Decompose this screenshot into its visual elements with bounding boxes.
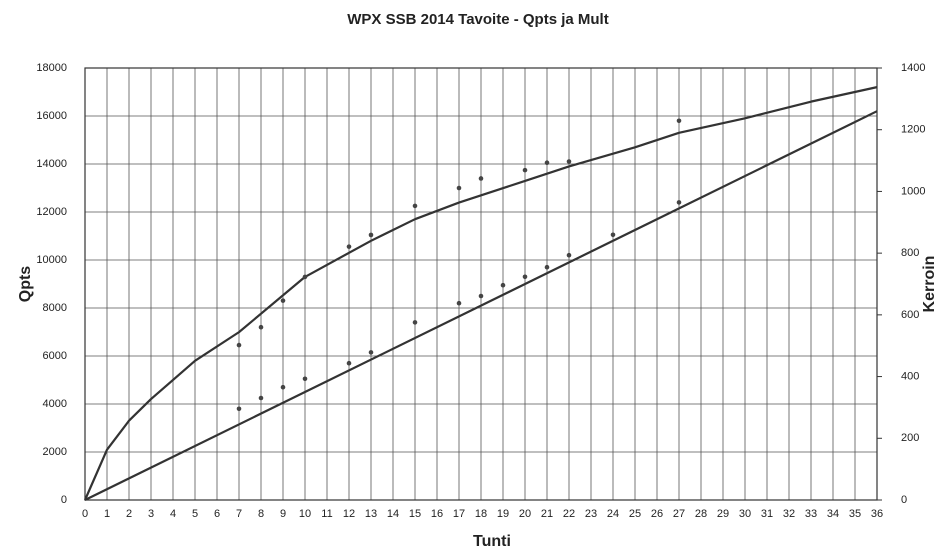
y-tick-label: 14000 bbox=[36, 158, 67, 170]
x-tick-label: 9 bbox=[280, 508, 286, 520]
x-tick-label: 20 bbox=[519, 508, 531, 520]
x-tick-label: 7 bbox=[236, 508, 242, 520]
x-tick-label: 19 bbox=[497, 508, 509, 520]
x-tick-label: 24 bbox=[607, 508, 619, 520]
data-point bbox=[258, 395, 264, 401]
x-tick-label: 21 bbox=[541, 508, 553, 520]
data-point bbox=[302, 376, 308, 382]
y2-tick-label: 1200 bbox=[901, 124, 925, 136]
x-tick-label: 0 bbox=[82, 508, 88, 520]
y-tick-label: 12000 bbox=[36, 206, 67, 218]
x-tick-label: 4 bbox=[170, 508, 176, 520]
x-tick-label: 26 bbox=[651, 508, 663, 520]
data-point bbox=[346, 360, 352, 366]
x-tick-label: 32 bbox=[783, 508, 795, 520]
x-tick-label: 28 bbox=[695, 508, 707, 520]
y2-tick-label: 200 bbox=[901, 432, 919, 444]
x-tick-label: 27 bbox=[673, 508, 685, 520]
chart-title: WPX SSB 2014 Tavoite - Qpts ja Mult bbox=[347, 11, 608, 28]
x-tick-label: 34 bbox=[827, 508, 839, 520]
x-tick-label: 23 bbox=[585, 508, 597, 520]
y2-tick-label: 0 bbox=[901, 494, 907, 506]
data-point bbox=[544, 160, 550, 166]
x-tick-label: 3 bbox=[148, 508, 154, 520]
data-point bbox=[280, 384, 286, 390]
y2-axis-label: Kerroin bbox=[921, 256, 938, 313]
data-point bbox=[500, 282, 506, 288]
x-tick-label: 17 bbox=[453, 508, 465, 520]
data-point bbox=[412, 203, 418, 209]
x-tick-label: 22 bbox=[563, 508, 575, 520]
data-point bbox=[368, 350, 374, 355]
x-tick-label: 35 bbox=[849, 508, 861, 520]
plot-frame bbox=[84, 67, 878, 501]
data-point bbox=[456, 300, 462, 306]
line bbox=[83, 86, 878, 501]
x-tick-label: 6 bbox=[214, 508, 220, 520]
data-point bbox=[522, 274, 528, 280]
data-point bbox=[478, 293, 484, 299]
y2-tick-label: 600 bbox=[901, 309, 919, 321]
data-point bbox=[412, 320, 418, 325]
x-tick-label: 2 bbox=[126, 508, 132, 520]
x-tick-label: 10 bbox=[299, 508, 311, 520]
x-axis-label: Tunti bbox=[473, 533, 511, 550]
y-tick-label: 18000 bbox=[36, 62, 67, 74]
data-point bbox=[236, 342, 242, 348]
x-tick-label: 33 bbox=[805, 508, 817, 520]
x-tick-label: 16 bbox=[431, 508, 443, 520]
y-tick-label: 2000 bbox=[43, 446, 67, 458]
x-tick-label: 30 bbox=[739, 508, 751, 520]
y-tick-label: 4000 bbox=[43, 398, 67, 410]
data-point bbox=[522, 167, 528, 173]
y-tick-label: 10000 bbox=[36, 254, 67, 266]
data-point bbox=[566, 159, 572, 164]
x-tick-label: 13 bbox=[365, 508, 377, 520]
x-tick-label: 36 bbox=[871, 508, 883, 520]
y-tick-label: 16000 bbox=[36, 110, 67, 122]
y2-tick-label: 400 bbox=[901, 370, 919, 382]
x-tick-label: 18 bbox=[475, 508, 487, 520]
y-axis-label: Qpts bbox=[17, 266, 34, 303]
data-point bbox=[478, 176, 484, 181]
data-point bbox=[676, 200, 682, 205]
y-tick-label: 0 bbox=[61, 494, 67, 506]
x-tick-label: 25 bbox=[629, 508, 641, 520]
data-point bbox=[610, 232, 616, 238]
data-point bbox=[368, 232, 374, 238]
data-point bbox=[346, 244, 352, 249]
data-point bbox=[566, 252, 572, 258]
x-tick-label: 12 bbox=[343, 508, 355, 520]
y2-tick-label: 800 bbox=[901, 247, 919, 259]
data-point bbox=[544, 264, 550, 270]
x-tick-label: 8 bbox=[258, 508, 264, 520]
x-tick-label: 11 bbox=[321, 508, 332, 520]
x-tick-label: 15 bbox=[409, 508, 421, 520]
x-tick-label: 1 bbox=[104, 508, 110, 520]
data-point bbox=[258, 324, 264, 330]
data-point bbox=[302, 274, 308, 280]
data-point bbox=[676, 118, 682, 124]
data-point bbox=[456, 185, 462, 191]
y-tick-label: 6000 bbox=[43, 350, 67, 362]
line bbox=[84, 110, 878, 501]
data-point bbox=[236, 406, 242, 412]
y2-tick-label: 1000 bbox=[901, 185, 925, 197]
x-tick-label: 29 bbox=[717, 508, 729, 520]
data-point bbox=[280, 298, 286, 303]
y-tick-label: 8000 bbox=[43, 302, 67, 314]
y2-tick-label: 1400 bbox=[901, 62, 925, 74]
x-tick-label: 31 bbox=[761, 508, 773, 520]
x-tick-label: 14 bbox=[387, 508, 399, 520]
x-tick-label: 5 bbox=[192, 508, 198, 520]
